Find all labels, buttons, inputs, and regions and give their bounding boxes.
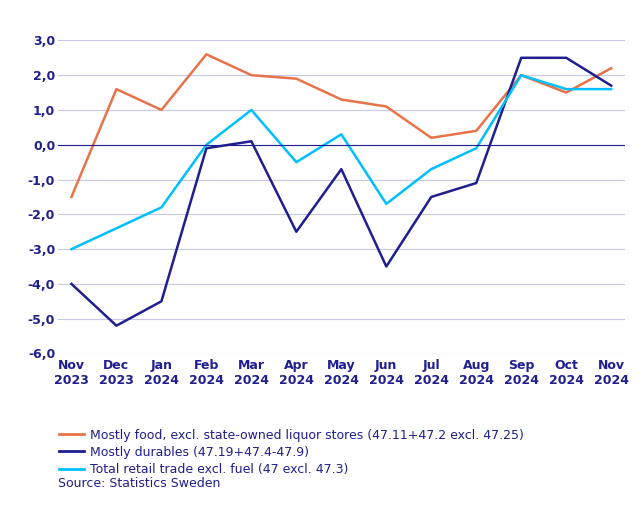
Legend: Mostly food, excl. state-owned liquor stores (47.11+47.2 excl. 47.25), Mostly du: Mostly food, excl. state-owned liquor st… (59, 429, 524, 476)
Text: Source: Statistics Sweden: Source: Statistics Sweden (58, 477, 220, 490)
